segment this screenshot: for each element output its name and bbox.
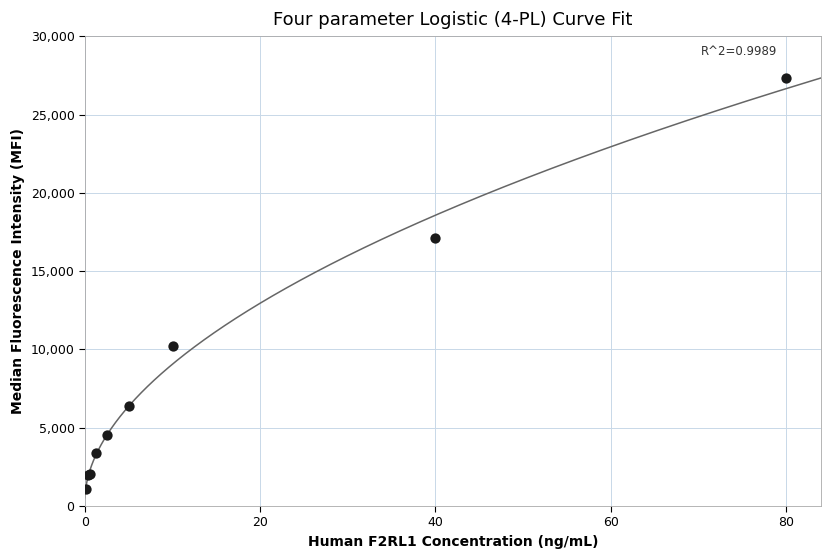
Point — [780, 74, 793, 83]
Point — [80, 484, 93, 493]
Y-axis label: Median Fluorescence Intensity (MFI): Median Fluorescence Intensity (MFI) — [11, 128, 25, 414]
Point — [89, 449, 102, 458]
Point — [166, 342, 179, 351]
Point — [100, 431, 113, 440]
Title: Four parameter Logistic (4-PL) Curve Fit: Four parameter Logistic (4-PL) Curve Fit — [273, 11, 632, 29]
Text: R^2=0.9989: R^2=0.9989 — [701, 45, 777, 58]
X-axis label: Human F2RL1 Concentration (ng/mL): Human F2RL1 Concentration (ng/mL) — [308, 535, 598, 549]
Point — [81, 471, 94, 480]
Point — [428, 234, 442, 242]
Point — [84, 469, 97, 478]
Point — [122, 401, 136, 410]
